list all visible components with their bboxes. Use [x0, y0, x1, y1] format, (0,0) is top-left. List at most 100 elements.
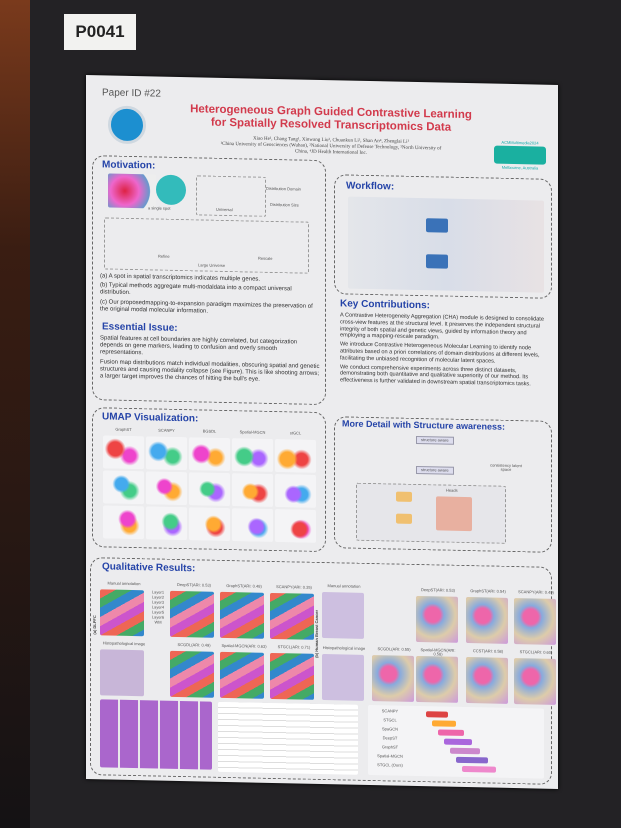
boxplot-method-label: Spatial-MGCN	[377, 753, 403, 759]
umap-panels	[100, 699, 212, 770]
cancer-image	[372, 655, 414, 702]
cancer-image	[466, 657, 508, 704]
qualitative-heading: Qualitative Results:	[102, 561, 196, 575]
boxplot-method-label: STGCL	[383, 717, 397, 723]
heads-label: Heads	[446, 487, 458, 493]
cancer-image	[514, 598, 556, 645]
tissue-figure	[108, 173, 156, 209]
bullet: We introduce Contrastive Heterogeneous M…	[340, 341, 540, 365]
spatial-domain-image	[170, 590, 214, 638]
boxplot-method-label: STGCL (Ours)	[377, 762, 403, 768]
module-block	[396, 513, 412, 524]
cancer-image	[322, 654, 364, 701]
cancer-image	[416, 595, 458, 643]
umap-column-label: GraphST	[115, 426, 132, 433]
fig-label: Universal	[216, 206, 233, 213]
module-block	[396, 491, 412, 502]
cancer-image	[416, 655, 458, 703]
boxplot-box	[456, 756, 488, 764]
boxplot-box	[444, 738, 472, 746]
umap-plot	[275, 474, 316, 508]
spatial-domain-image	[220, 651, 264, 699]
conference-name: ACMMultimedia2024	[501, 139, 539, 146]
wall	[0, 0, 30, 828]
umap-plot	[146, 471, 187, 506]
architecture-diagram	[356, 482, 506, 544]
umap-plot	[232, 438, 273, 472]
university-logo-icon	[108, 105, 146, 145]
boxplot-box	[432, 720, 456, 727]
conference-logo: ACMMultimedia2024 Melbourne, Australia	[494, 139, 546, 171]
bullet: We conduct comprehensive experiments acr…	[340, 363, 531, 388]
results-table	[218, 701, 358, 775]
boxplot-box	[438, 729, 464, 736]
contributions-heading: Key Contributions:	[340, 298, 430, 312]
umap-column-label: stGCL	[289, 430, 302, 436]
spatial-domain-image	[220, 591, 264, 639]
umap-plot	[275, 509, 316, 543]
conference-location: Melbourne, Australia	[501, 164, 539, 171]
legend-entry: WM	[154, 619, 162, 625]
heads-block	[436, 496, 472, 532]
poster-title: Heterogeneous Graph Guided Contrastive L…	[190, 103, 472, 134]
latent-space-label: consistency latent space	[490, 462, 522, 473]
umap-column-label: SCANPY	[158, 427, 175, 433]
cancer-image	[514, 658, 556, 705]
fig-label: Refine	[158, 253, 170, 259]
spatial-domain-image	[270, 592, 314, 640]
spatial-domain-image	[100, 649, 144, 697]
umap-heading: UMAP Visualization:	[102, 411, 199, 425]
umap-plot	[146, 436, 187, 471]
umap-plot	[189, 507, 230, 542]
umap-plot	[232, 473, 273, 507]
side-label-dlpfc: (a) DLPFC	[92, 615, 97, 635]
essential-bullets: Spatial features at cell boundaries are …	[100, 335, 320, 387]
boxplot-method-label: DeepST	[382, 735, 398, 741]
fig-label: a single spot	[148, 205, 171, 211]
umap-plot	[103, 505, 144, 540]
encoder-block	[426, 254, 448, 269]
bullet: (c) Our proposedmapping-to-expansion par…	[100, 298, 313, 315]
spatial-domain-image	[100, 589, 144, 637]
fig-label: Rescale	[258, 255, 273, 261]
umap-plot	[103, 470, 144, 505]
umap-plot	[189, 437, 230, 472]
umap-plot	[275, 439, 316, 473]
bullet: A Contrastive Heterogeneity Aggregation …	[340, 312, 544, 341]
boxplot-method-label: GraphST	[381, 744, 399, 750]
workflow-diagram	[348, 196, 544, 293]
board-label: P0041	[64, 14, 136, 50]
mm-logo-icon	[494, 145, 546, 165]
umap-column-label: BGSDL	[202, 428, 217, 434]
boxplot-method-label: SCANPY	[381, 708, 399, 714]
fig-label: Large Universe	[198, 262, 226, 268]
paper-id: Paper ID #22	[102, 87, 161, 100]
essential-heading: Essential Issue:	[102, 321, 178, 334]
motivation-heading: Motivation:	[102, 159, 156, 172]
workflow-heading: Workflow:	[346, 180, 395, 193]
bullet: Fusion map distributions match individua…	[100, 358, 320, 383]
umap-grid: GraphST SCANPY BGSDL Spatial-MGCN stGCL	[102, 427, 317, 544]
umap-plot	[146, 506, 187, 541]
contribution-bullets: A Contrastive Heterogeneity Aggregation …	[340, 312, 548, 390]
authors: Xiao He¹, Chang Tang¹, Xinwang Liu², Chu…	[216, 136, 446, 159]
cancer-image	[322, 592, 364, 639]
spatial-domain-image	[170, 650, 214, 698]
spot-figure	[156, 174, 186, 206]
fig-label: Distribution Domain	[266, 185, 301, 192]
boxplot-box	[426, 711, 448, 718]
boxplot-box	[462, 765, 496, 773]
structure-aware-block: structure aware	[416, 435, 454, 446]
cancer-image	[466, 597, 508, 644]
bullet: Spatial features at cell boundaries are …	[100, 335, 298, 357]
side-label-hbc: (b) Human Breast Cancer	[314, 609, 319, 658]
umap-plot	[189, 472, 230, 507]
structure-aware-block: structure aware	[416, 465, 454, 476]
boxplot-method-label: SpaGCN	[381, 726, 398, 732]
spatial-domain-image	[270, 652, 314, 700]
boxplot-box	[450, 747, 480, 755]
encoder-block	[426, 218, 448, 233]
umap-plot	[232, 508, 273, 542]
umap-plot	[103, 435, 144, 470]
motivation-bullets: (a) A spot in spatial transcriptomics in…	[100, 273, 320, 320]
